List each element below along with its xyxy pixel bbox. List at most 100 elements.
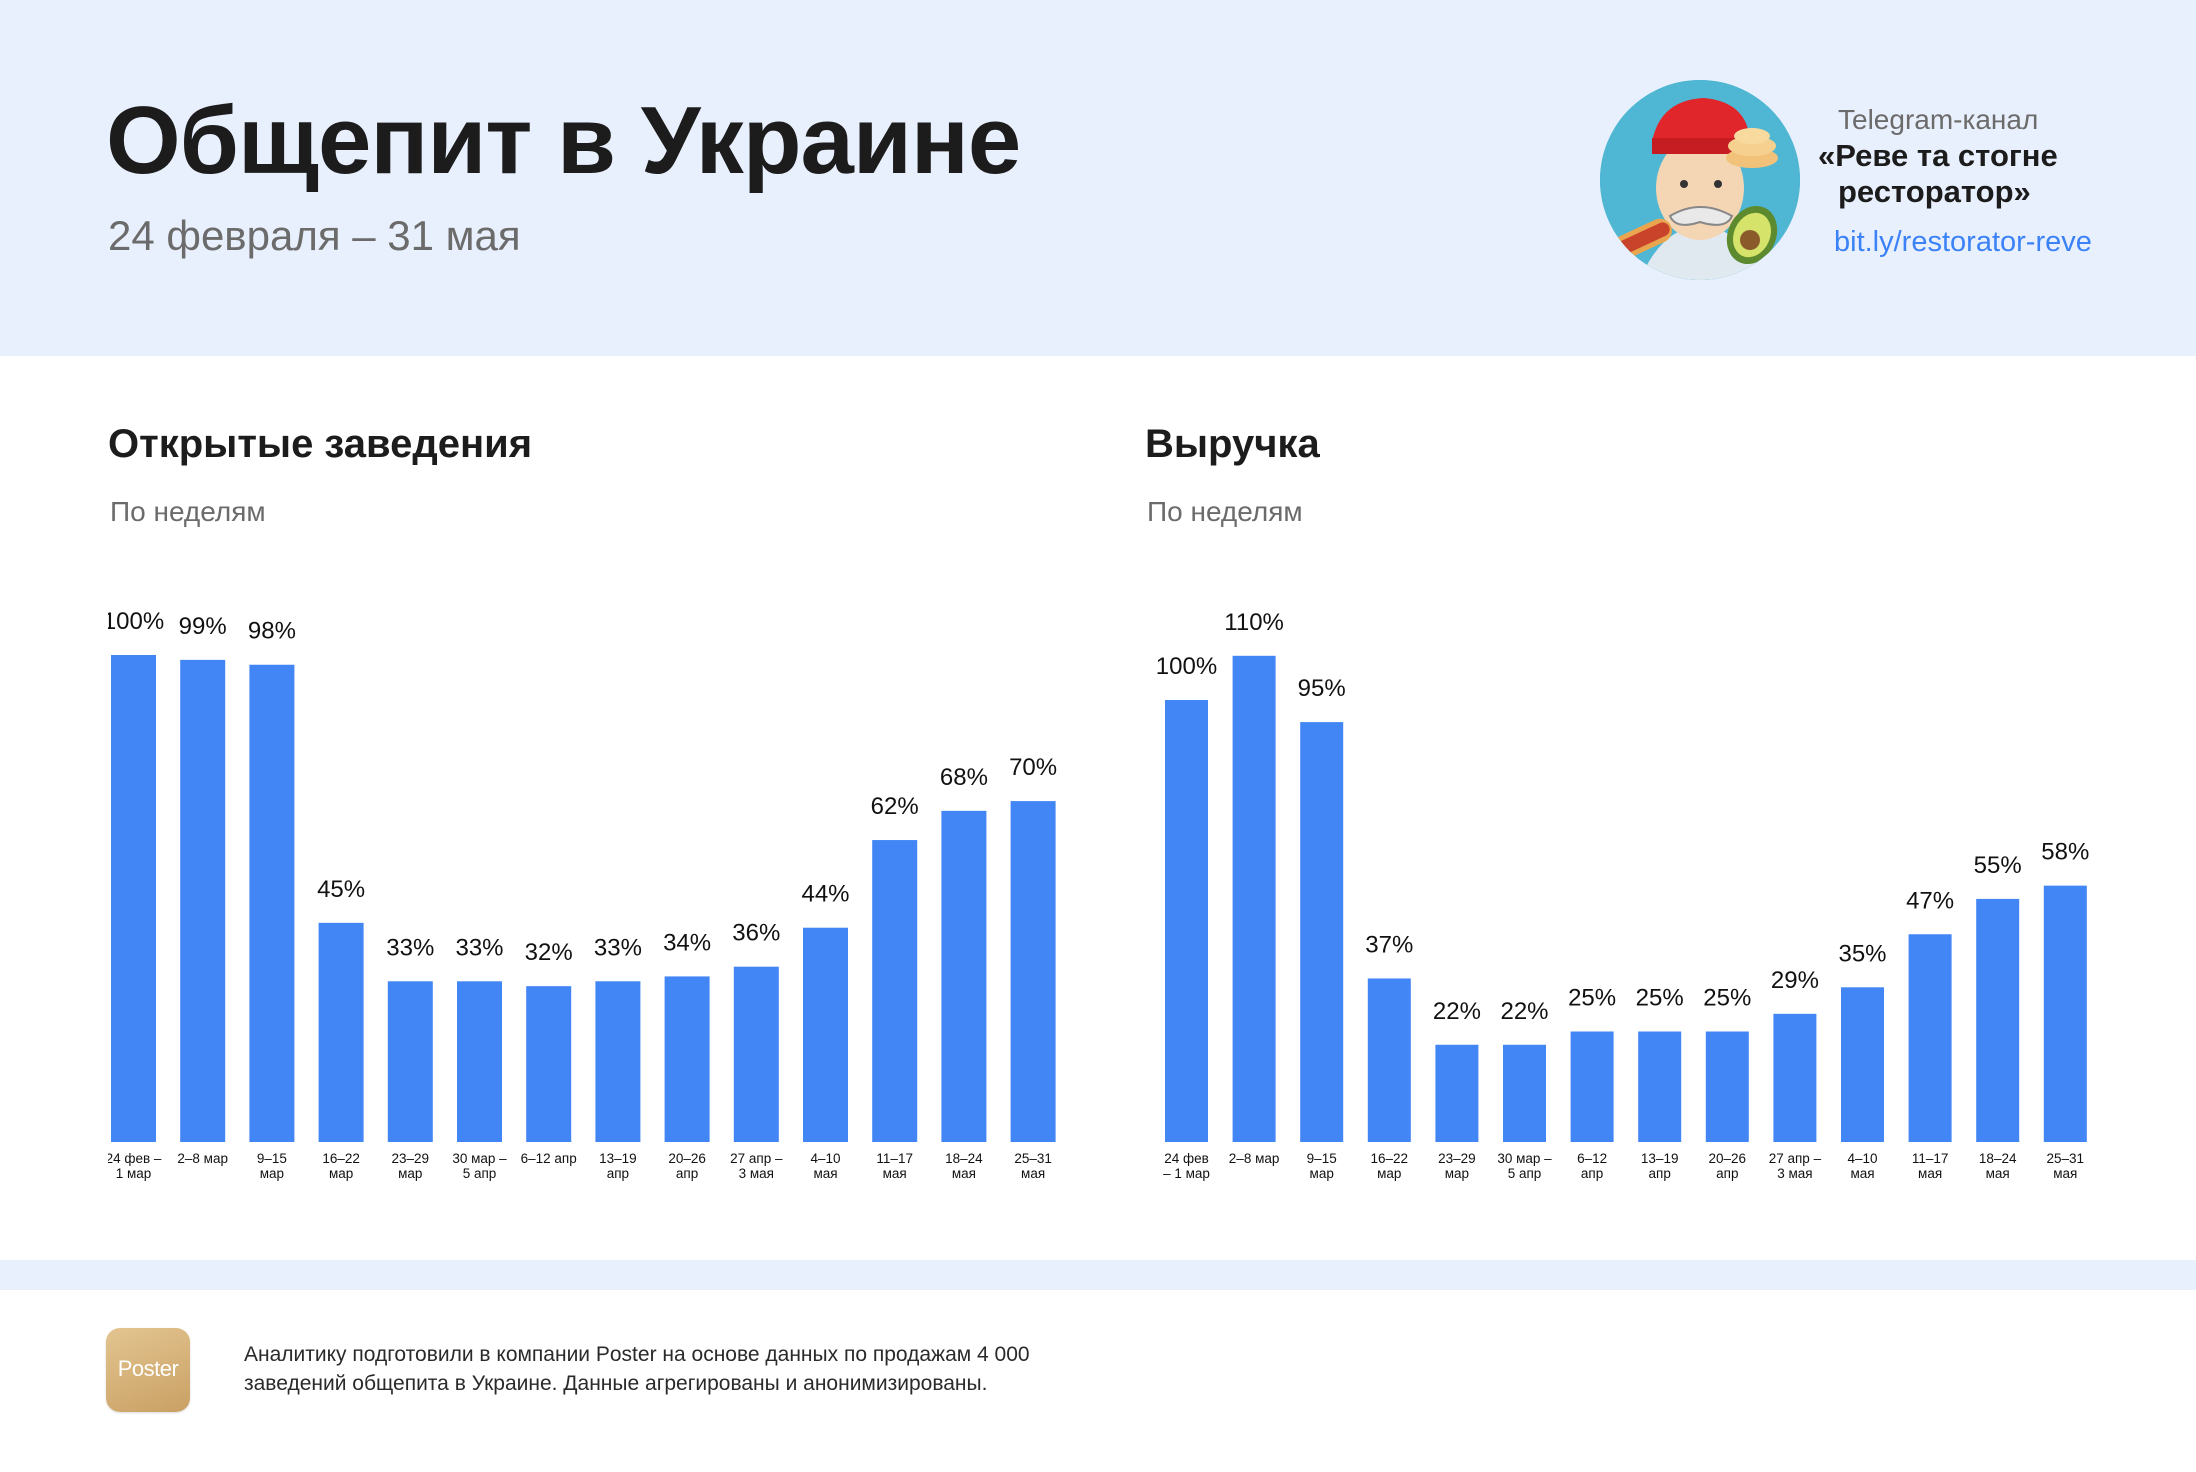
data-label: 55% xyxy=(1974,852,2022,879)
tick-label: 9–15 мар xyxy=(1307,1151,1337,1181)
footer-line-2: заведений общепита в Украине. Данные агр… xyxy=(244,1372,988,1395)
data-label: 33% xyxy=(455,934,503,961)
data-label: 68% xyxy=(940,764,988,791)
tick-label: 24 фев –1 мар xyxy=(108,1151,162,1181)
tick-label: 27 апр –3 мая xyxy=(730,1151,783,1181)
bar xyxy=(1300,722,1344,1142)
bar-chart-svg: 100% 24 фев –1 мар 99% 2–8 мар 98% 9–15 мар 45%… xyxy=(108,608,1057,1181)
tick-label: 20–26 апр xyxy=(668,1151,706,1181)
bar xyxy=(941,810,987,1142)
tick-label: 16–22 мар xyxy=(322,1151,360,1181)
bar xyxy=(1638,1031,1682,1142)
bar xyxy=(1705,1031,1749,1142)
chart-revenue: Выручка По неделям 100% 24 фев – 1 мар 110%… xyxy=(1145,400,2105,1200)
data-label: 35% xyxy=(1838,940,1886,967)
data-label: 22% xyxy=(1500,998,1548,1025)
data-label: 36% xyxy=(732,920,780,947)
channel-avatar xyxy=(1600,80,1800,280)
footer-note: Аналитику подготовили в компании Poster … xyxy=(244,1340,1124,1398)
bar xyxy=(1976,898,2020,1142)
tick-label: 27 апр –3 мая xyxy=(1769,1151,1822,1181)
bar xyxy=(1841,987,1884,1142)
bar xyxy=(1435,1044,1479,1142)
data-label: 100% xyxy=(108,608,164,635)
tick-label: 25–31 мая xyxy=(2047,1151,2085,1181)
tick-label: 23–29 мар xyxy=(392,1151,430,1181)
telegram-label: Telegram-канал xyxy=(1838,104,2039,135)
bar xyxy=(872,840,918,1142)
tick-label: 2–8 мар xyxy=(1229,1151,1280,1166)
telegram-channel-name: «Реве та стогне ресторатор» xyxy=(1818,138,2058,210)
bar xyxy=(2043,885,2087,1142)
data-label: 98% xyxy=(248,618,296,645)
chart-title: Выручка xyxy=(1145,422,1320,466)
chart-open-venues: Открытые заведения По неделям 100% 24 фев… xyxy=(108,400,1068,1200)
tick-label: 4–10 мая xyxy=(1847,1151,1877,1181)
tick-label: 11–17 мая xyxy=(1912,1151,1949,1181)
data-label: 25% xyxy=(1636,985,1684,1012)
bar xyxy=(1165,700,1208,1142)
data-label: 44% xyxy=(801,881,849,908)
data-label: 22% xyxy=(1433,998,1481,1025)
bar xyxy=(1367,978,1411,1142)
bar xyxy=(1010,801,1056,1142)
bar xyxy=(1570,1031,1614,1142)
telegram-name-line-1: «Реве та стогне xyxy=(1818,138,2058,173)
data-label: 33% xyxy=(386,934,434,961)
bar xyxy=(1503,1044,1546,1142)
data-label: 45% xyxy=(317,876,365,903)
data-label: 33% xyxy=(594,934,642,961)
poster-logo: Poster xyxy=(106,1328,190,1412)
bar xyxy=(387,981,433,1142)
bar xyxy=(1908,934,1952,1142)
tick-label: 16–22 мар xyxy=(1371,1151,1409,1181)
data-label: 110% xyxy=(1224,609,1284,636)
tick-label: 9–15 мар xyxy=(257,1151,287,1181)
data-label: 58% xyxy=(2041,839,2089,866)
data-label: 25% xyxy=(1703,985,1751,1012)
data-label: 100% xyxy=(1156,653,1217,680)
data-label: 62% xyxy=(871,793,919,820)
bar xyxy=(111,655,156,1142)
bar xyxy=(595,981,641,1142)
tick-label: 20–26 апр xyxy=(1709,1151,1747,1181)
tick-label: 13–19 апр xyxy=(1641,1151,1679,1181)
telegram-name-line-2: ресторатор» xyxy=(1838,174,2031,209)
tick-label: 6–12 апр xyxy=(521,1151,577,1166)
data-label: 25% xyxy=(1568,985,1616,1012)
bar xyxy=(249,664,295,1142)
bar xyxy=(318,922,364,1142)
footer-divider xyxy=(0,1260,2196,1290)
bar xyxy=(1232,655,1276,1142)
telegram-link[interactable]: bit.ly/restorator-reve xyxy=(1834,226,2092,258)
data-label: 47% xyxy=(1906,887,1954,914)
footer-line-1: Аналитику подготовили в компании Poster … xyxy=(244,1343,1030,1366)
data-label: 95% xyxy=(1298,675,1346,702)
data-label: 37% xyxy=(1365,931,1413,958)
tick-label: 4–10 мая xyxy=(810,1151,840,1181)
tick-label: 25–31 мая xyxy=(1014,1151,1052,1181)
bar xyxy=(180,659,226,1142)
chart-title: Открытые заведения xyxy=(108,422,533,466)
tick-label: 6–12 апр xyxy=(1577,1151,1607,1181)
page-title: Общепит в Украине xyxy=(106,87,1021,194)
bar xyxy=(733,966,779,1142)
tick-label: 13–19 апр xyxy=(599,1151,637,1181)
bar xyxy=(457,981,502,1142)
tick-label: 2–8 мар xyxy=(177,1151,228,1166)
tick-label: 24 фев – 1 мар xyxy=(1163,1151,1210,1181)
bar-chart-svg: 100% 24 фев – 1 мар 110% 2–8 мар 95% 9–15 мар 37… xyxy=(1156,609,2090,1181)
header-banner: Общепит в Украине 24 февраля – 31 мая Te… xyxy=(0,0,2196,356)
chart-subtitle: По неделям xyxy=(1147,496,1303,527)
data-label: 29% xyxy=(1771,967,1819,994)
tick-label: 11–17 мая xyxy=(876,1151,913,1181)
data-label: 32% xyxy=(525,939,573,966)
tick-label: 18–24 мая xyxy=(945,1151,983,1181)
tick-label: 18–24 мая xyxy=(1979,1151,2017,1181)
tick-label: 23–29 мар xyxy=(1438,1151,1476,1181)
tick-label: 30 мар –5 апр xyxy=(452,1151,507,1181)
poster-logo-text: Poster xyxy=(117,1356,179,1381)
chart-subtitle: По неделям xyxy=(110,496,266,527)
chef-illustration-icon xyxy=(1600,80,1800,280)
bar xyxy=(526,986,572,1142)
